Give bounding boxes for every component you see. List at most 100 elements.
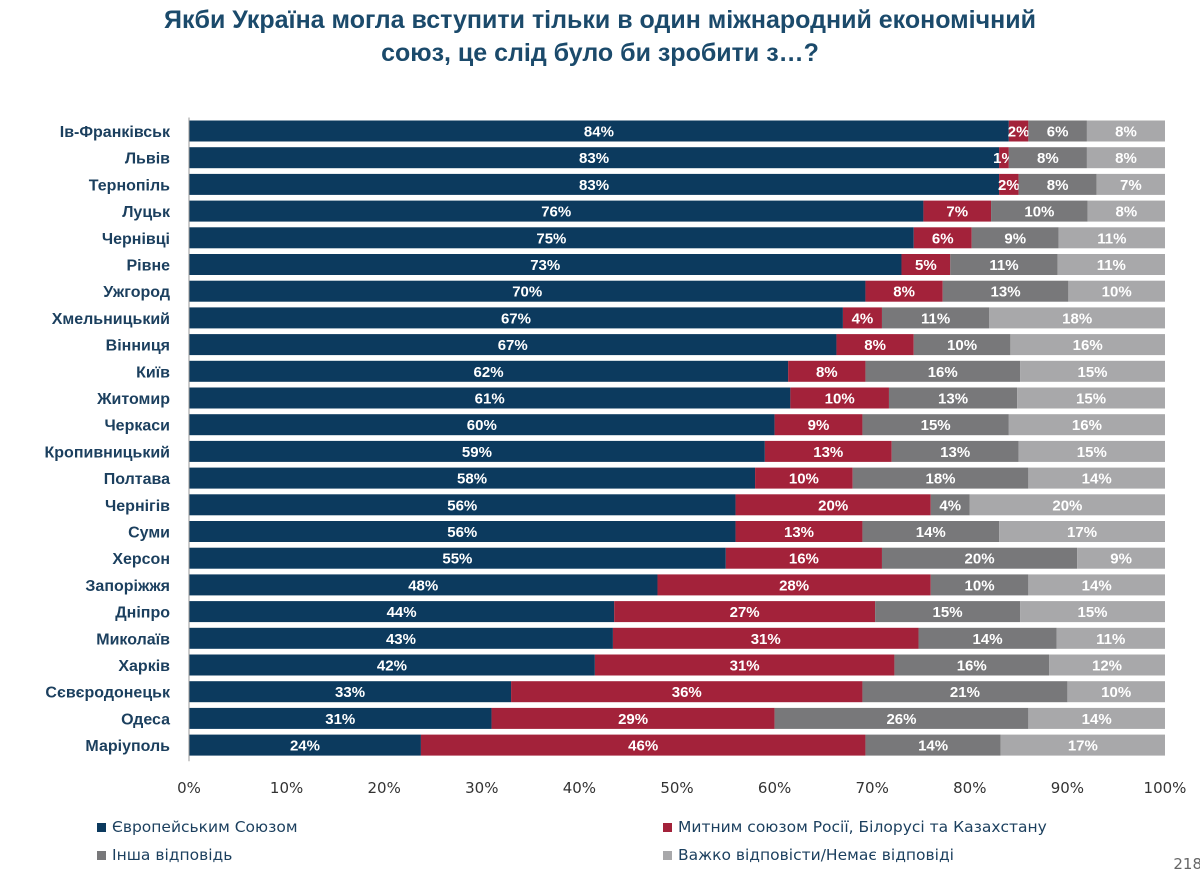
bar-segment xyxy=(865,734,1001,756)
category-label: Маріуполь xyxy=(85,738,170,755)
data-label: 76% xyxy=(541,204,571,221)
legend-label: Важко відповісти/Немає відповіді xyxy=(678,846,954,864)
legend-item-no-answer: Важко відповісти/Немає відповіді xyxy=(663,846,954,864)
data-label: 18% xyxy=(1062,310,1092,327)
bar-segment xyxy=(1077,547,1165,569)
bar-segment xyxy=(189,414,775,436)
bar-segment xyxy=(999,521,1165,542)
bar-segment xyxy=(913,334,1011,356)
bar-segment xyxy=(1087,200,1165,222)
data-label: 13% xyxy=(784,524,814,541)
data-label: 70% xyxy=(512,284,542,301)
legend-item-customs-union: Митним союзом Росії, Білорусі та Казахст… xyxy=(663,818,1047,836)
data-label: 7% xyxy=(1120,177,1142,194)
bar-segment xyxy=(788,360,866,382)
data-label: 16% xyxy=(957,658,987,675)
data-label: 36% xyxy=(672,684,702,701)
data-label: 14% xyxy=(1082,711,1112,728)
bar-segment xyxy=(989,307,1165,329)
data-label: 28% xyxy=(779,577,809,594)
bar-segment xyxy=(1049,654,1165,676)
data-label: 9% xyxy=(808,417,830,434)
bar-segment xyxy=(865,280,943,302)
data-label: 14% xyxy=(973,631,1003,648)
bar-segment xyxy=(881,547,1078,569)
data-label: 14% xyxy=(918,738,948,755)
data-label: 6% xyxy=(1047,124,1069,141)
data-label: 8% xyxy=(1116,204,1138,221)
data-label: 46% xyxy=(628,738,658,755)
data-label: 16% xyxy=(789,551,819,568)
category-label: Запоріжжя xyxy=(85,578,170,595)
data-label: 9% xyxy=(1004,230,1026,247)
bar-segment xyxy=(1057,254,1165,275)
data-label: 13% xyxy=(938,391,968,408)
data-label: 42% xyxy=(377,658,407,675)
data-label: 48% xyxy=(408,577,438,594)
bar-segment xyxy=(971,227,1059,249)
data-label: 16% xyxy=(1073,337,1103,354)
bar-segment xyxy=(189,334,837,356)
bar-segment xyxy=(189,307,843,329)
bar-segment xyxy=(1028,467,1165,489)
data-label: 14% xyxy=(1082,577,1112,594)
data-label: 67% xyxy=(501,310,531,327)
data-label: 13% xyxy=(940,444,970,461)
page-number: 218 xyxy=(1173,855,1200,873)
bar-segment xyxy=(189,707,492,729)
bar-segment xyxy=(511,681,863,703)
data-label: 83% xyxy=(579,177,609,194)
data-label: 8% xyxy=(1115,150,1137,167)
data-label: 10% xyxy=(965,577,995,594)
data-label: 6% xyxy=(932,230,954,247)
data-label: 61% xyxy=(475,391,505,408)
data-label: 29% xyxy=(618,711,648,728)
x-tick-label: 30% xyxy=(465,779,498,797)
category-label: Черкаси xyxy=(104,418,170,435)
data-label: 7% xyxy=(946,204,968,221)
bar-segment xyxy=(189,467,756,489)
bar-segment xyxy=(614,601,876,623)
data-label: 17% xyxy=(1068,738,1098,755)
category-label: Миколаїв xyxy=(96,631,170,648)
title-line-2: союз, це слід було би зробити з…? xyxy=(381,39,819,67)
bar-segment xyxy=(942,280,1069,302)
data-label: 83% xyxy=(579,150,609,167)
data-label: 56% xyxy=(447,524,477,541)
x-tick-label: 70% xyxy=(856,779,889,797)
bar-segment xyxy=(725,547,882,569)
title-line-1: Якби Україна могла вступити тільки в оди… xyxy=(164,6,1036,34)
legend-swatch xyxy=(663,822,672,832)
category-label: Вінниця xyxy=(106,338,170,355)
data-label: 5% xyxy=(915,257,937,274)
bar-segment xyxy=(189,120,1009,142)
data-label: 10% xyxy=(825,391,855,408)
bar-segment xyxy=(999,173,1019,195)
category-label: Херсон xyxy=(112,551,170,568)
data-label: 8% xyxy=(1047,177,1069,194)
data-label: 2% xyxy=(998,177,1020,194)
bar-segment xyxy=(918,627,1057,649)
bar-segment xyxy=(1008,147,1087,169)
bar-segment xyxy=(881,307,990,329)
data-label: 60% xyxy=(467,417,497,434)
bar-segment xyxy=(735,521,863,542)
data-label: 44% xyxy=(387,604,417,621)
data-label: 33% xyxy=(335,684,365,701)
bar-segment xyxy=(189,200,924,222)
bar-segment xyxy=(862,414,1009,436)
bar-segment xyxy=(612,627,919,649)
bar-segment xyxy=(491,707,775,729)
data-label: 11% xyxy=(1097,257,1126,274)
bar-segment xyxy=(189,494,736,516)
data-label: 10% xyxy=(789,471,819,488)
legend-label: Інша відповідь xyxy=(112,846,233,864)
legend-swatch xyxy=(97,850,106,860)
bar-segment xyxy=(189,440,765,462)
bar-segment xyxy=(991,200,1088,222)
bar-segment xyxy=(189,147,1000,169)
category-label: Чернігів xyxy=(105,498,170,515)
bar-segment xyxy=(1056,627,1165,649)
bar-segment xyxy=(189,173,1000,195)
bar-segment xyxy=(1086,147,1165,169)
